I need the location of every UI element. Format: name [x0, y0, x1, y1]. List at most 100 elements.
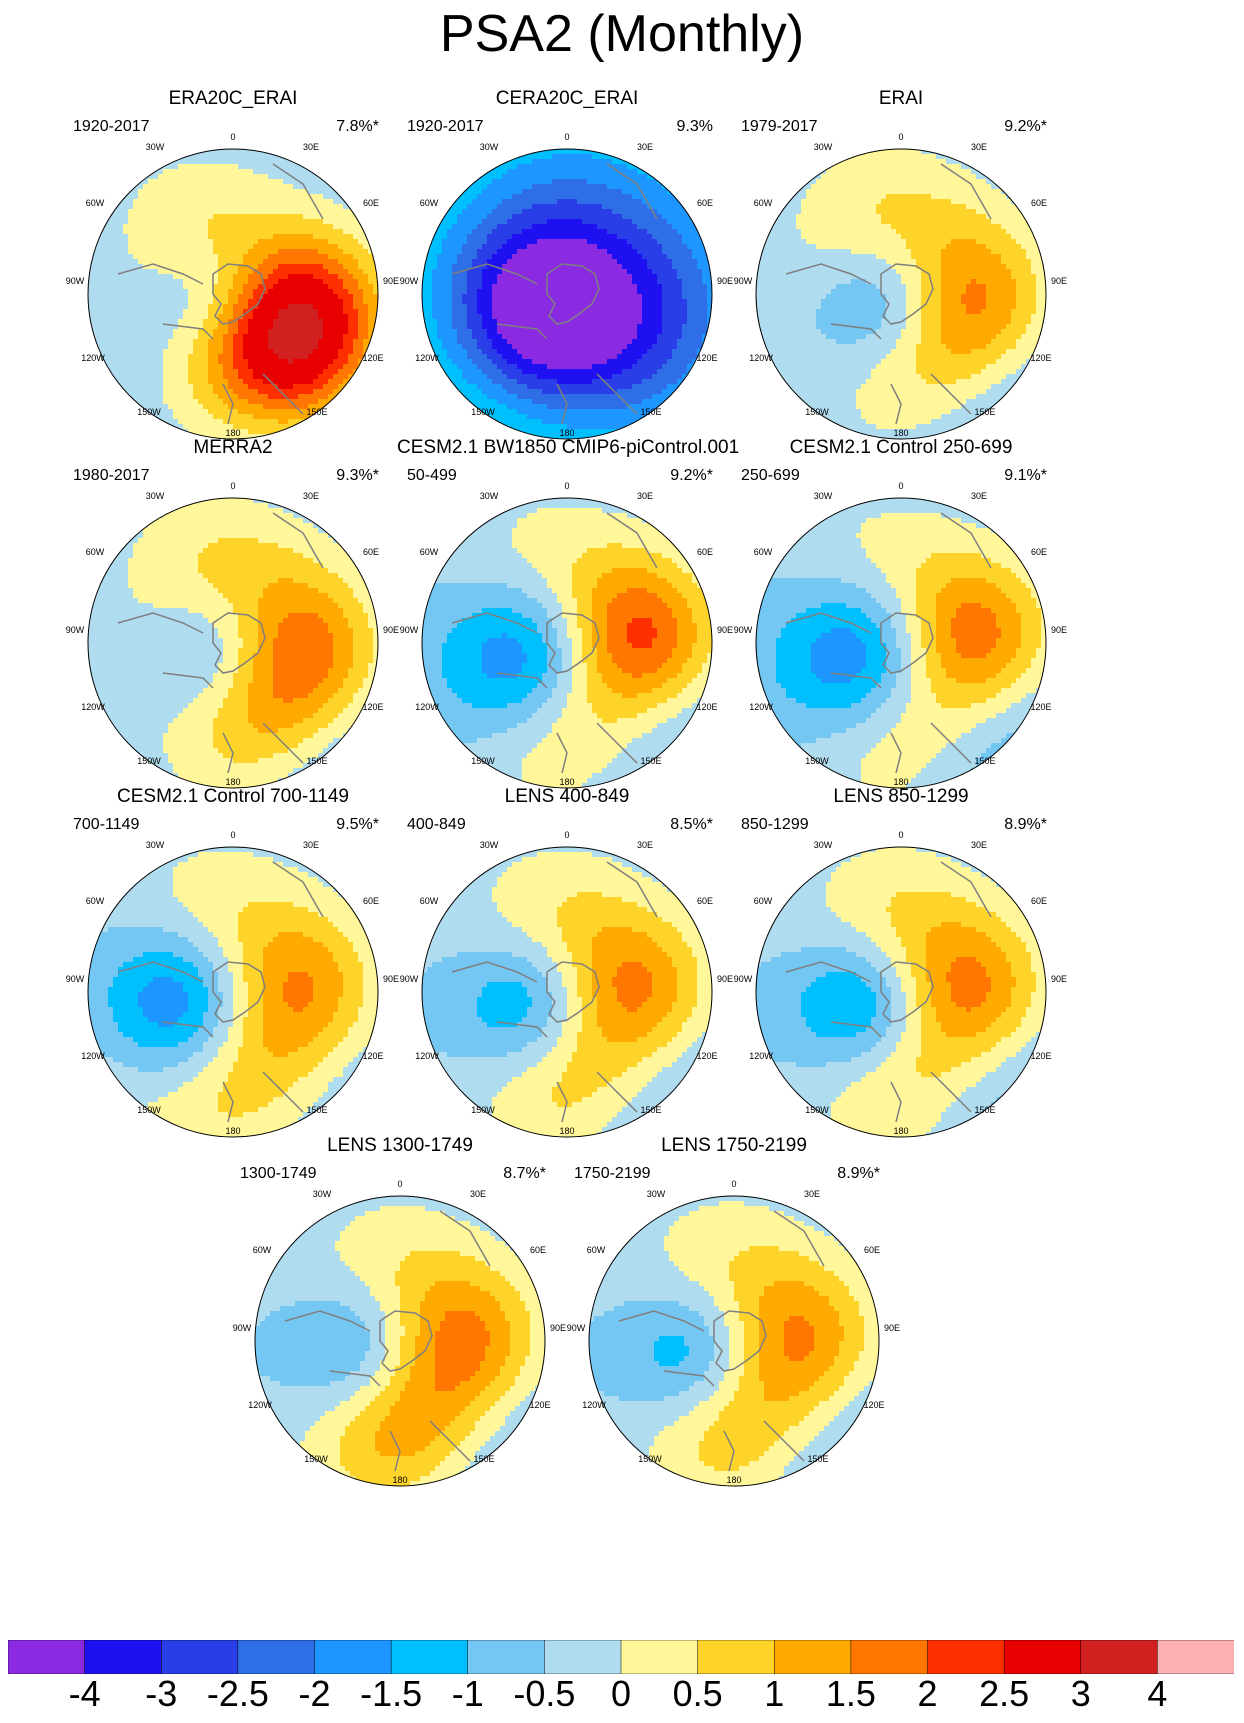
polar-map: 0 30W 30E 60W 60E 90W 90E 120W 120E 150W 150E 180	[233, 1179, 566, 1487]
longitude-label: 60W	[420, 896, 439, 906]
longitude-label: 0	[397, 1179, 402, 1189]
colorbar-swatch	[774, 1640, 852, 1674]
longitude-label: 0	[731, 1179, 736, 1189]
longitude-label: 30W	[146, 840, 165, 850]
longitude-label: 60W	[587, 1245, 606, 1255]
colorbar-swatch	[84, 1640, 162, 1674]
longitude-label: 150W	[805, 407, 829, 417]
longitude-label: 120W	[81, 353, 105, 363]
colorbar-swatch	[927, 1640, 1005, 1674]
longitude-label: 0	[230, 481, 235, 491]
longitude-label: 60E	[363, 198, 379, 208]
anomaly-field	[422, 149, 712, 439]
longitude-label: 150W	[471, 1105, 495, 1115]
longitude-label: 60W	[86, 896, 105, 906]
panel-variance-percent: 9.3%*	[336, 467, 379, 485]
longitude-label: 30E	[637, 142, 653, 152]
longitude-label: 150E	[306, 407, 327, 417]
colorbar-swatch	[390, 1640, 469, 1674]
longitude-label: 180	[893, 777, 908, 787]
colorbar-tick-label: 4	[1147, 1672, 1167, 1716]
panel-variance-percent: 8.9%*	[1004, 816, 1047, 834]
longitude-label: 90E	[383, 625, 399, 635]
panel-title: LENS 1750-2199	[564, 1135, 904, 1157]
longitude-label: 90E	[717, 974, 733, 984]
longitude-label: 120E	[696, 702, 717, 712]
colorbar-tick-label: 0.5	[673, 1672, 723, 1716]
longitude-label: 30W	[480, 142, 499, 152]
panel-period: 250-699	[741, 467, 800, 485]
panel-variance-percent: 8.5%*	[670, 816, 713, 834]
longitude-label: 150W	[137, 407, 161, 417]
colorbar-tick-label: -2	[298, 1672, 330, 1716]
longitude-label: 60W	[86, 547, 105, 557]
polar-map: 0 30W 30E 60W 60E 90W 90E 120W 120E 150W 150E 180	[734, 132, 1067, 440]
longitude-label: 60W	[754, 896, 773, 906]
map-panel-cesm-picontrol: CESM2.1 BW1850 CMIP6-piControl.001 50-499…	[397, 437, 739, 817]
polar-map: 0 30W 30E 60W 60E 90W 90E 120W 120E 150W 150E 180	[734, 481, 1067, 789]
map-boundary	[87, 148, 379, 440]
polar-map: 0 30W 30E 60W 60E 90W 90E 120W 120E 150W 150E 180	[400, 830, 733, 1138]
map-boundary	[755, 497, 1047, 789]
panel-title: LENS 850-1299	[731, 786, 1071, 808]
longitude-label: 30W	[480, 491, 499, 501]
colorbar-tick-label: -3	[145, 1672, 177, 1716]
anomaly-field	[589, 1196, 879, 1486]
longitude-label: 120W	[415, 1051, 439, 1061]
map-boundary	[87, 846, 379, 1138]
longitude-label: 120E	[1030, 1051, 1051, 1061]
longitude-label: 150E	[807, 1454, 828, 1464]
coastline	[785, 861, 992, 1123]
longitude-label: 180	[893, 1126, 908, 1136]
colorbar	[8, 1640, 1234, 1674]
longitude-label: 150W	[805, 756, 829, 766]
anomaly-field	[422, 498, 712, 788]
longitude-label: 60E	[363, 896, 379, 906]
colorbar-tick-label: 1	[764, 1672, 784, 1716]
longitude-label: 90W	[400, 625, 419, 635]
colorbar-swatch	[697, 1640, 775, 1674]
longitude-label: 90E	[884, 1323, 900, 1333]
coastline	[618, 1210, 825, 1472]
longitude-label: 30E	[971, 142, 987, 152]
coastline	[117, 512, 324, 774]
longitude-label: 120E	[362, 1051, 383, 1061]
colorbar-tick-label: -2.5	[207, 1672, 269, 1716]
longitude-label: 150W	[137, 1105, 161, 1115]
colorbar-swatch	[850, 1640, 929, 1674]
longitude-label: 0	[898, 830, 903, 840]
panel-period: 1920-2017	[73, 118, 150, 136]
panel-title: CESM2.1 Control 700-1149	[63, 786, 403, 808]
longitude-label: 30E	[470, 1189, 486, 1199]
panel-variance-percent: 9.2%*	[670, 467, 713, 485]
longitude-label: 30E	[303, 840, 319, 850]
longitude-label: 150E	[306, 756, 327, 766]
anomaly-field	[88, 498, 378, 788]
colorbar-tick-label: -4	[69, 1672, 101, 1716]
longitude-label: 150W	[638, 1454, 662, 1464]
panel-title: LENS 1300-1749	[230, 1135, 570, 1157]
longitude-label: 90W	[66, 974, 85, 984]
polar-map: 0 30W 30E 60W 60E 90W 90E 120W 120E 150W 150E 180	[66, 132, 399, 440]
anomaly-field	[756, 847, 1046, 1137]
panel-period: 1980-2017	[73, 467, 150, 485]
longitude-label: 180	[559, 777, 574, 787]
longitude-label: 180	[893, 428, 908, 438]
coastline	[117, 163, 324, 425]
colorbar-swatch	[237, 1640, 316, 1674]
longitude-label: 90E	[383, 974, 399, 984]
longitude-label: 120E	[696, 1051, 717, 1061]
longitude-label: 90E	[717, 276, 733, 286]
longitude-label: 90E	[1051, 276, 1067, 286]
map-panel-era20c-erai: ERA20C_ERAI 1920-2017 7.8%* 0 30W 30E 60W 60E 90…	[63, 88, 403, 468]
polar-map: 0 30W 30E 60W 60E 90W 90E 120W 120E 150W 150E 180	[400, 481, 733, 789]
polar-map: 0 30W 30E 60W 60E 90W 90E 120W 120E 150W 150E 180	[400, 132, 733, 440]
panel-title: ERA20C_ERAI	[63, 88, 403, 110]
longitude-label: 180	[392, 1475, 407, 1485]
panel-period: 1300-1749	[240, 1165, 317, 1183]
longitude-label: 30E	[804, 1189, 820, 1199]
longitude-label: 60E	[363, 547, 379, 557]
longitude-label: 120W	[248, 1400, 272, 1410]
panel-title: LENS 400-849	[397, 786, 737, 808]
longitude-label: 90W	[400, 974, 419, 984]
